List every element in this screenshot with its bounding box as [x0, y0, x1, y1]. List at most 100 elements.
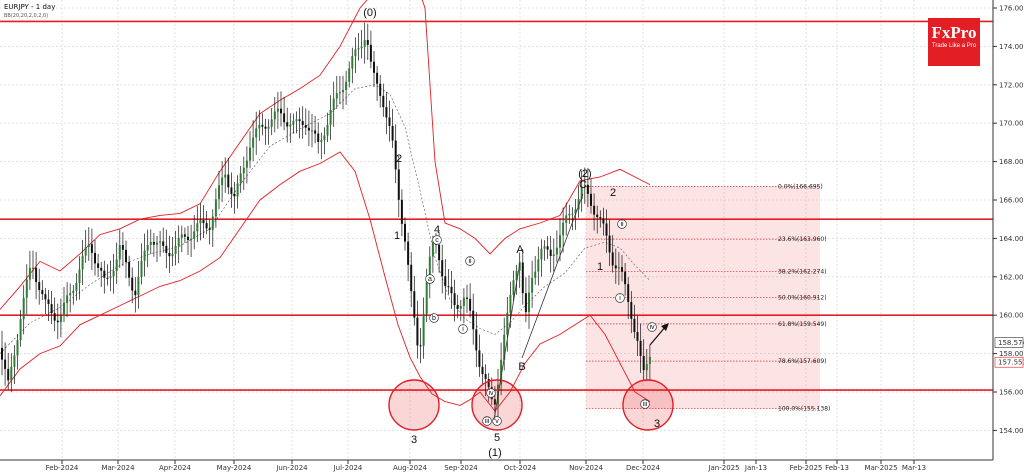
candle-body — [376, 72, 379, 84]
candle-body — [648, 356, 651, 364]
wave-label: (2) — [578, 168, 591, 180]
candle-body — [115, 259, 118, 272]
x-tick-label: Nov-2024 — [569, 464, 603, 472]
candle-body — [199, 220, 202, 224]
candle-body — [121, 245, 124, 250]
candle-body — [146, 244, 149, 251]
candle-body — [41, 290, 44, 295]
y-tick-label: 154.000 — [999, 427, 1024, 435]
candle-body — [32, 267, 34, 269]
candle-body — [75, 282, 78, 291]
candle-body — [518, 262, 521, 271]
candle-body — [593, 205, 596, 215]
candle-body — [180, 234, 183, 238]
candle-body — [559, 235, 561, 248]
candle-body — [531, 277, 534, 293]
wave-circle-marker — [486, 388, 496, 398]
price-label-box — [994, 337, 1024, 348]
target-circles — [388, 379, 674, 431]
candle-body — [307, 127, 310, 131]
candle-body — [38, 282, 41, 291]
wave-label: (1) — [488, 447, 501, 459]
candle-body — [72, 290, 75, 294]
candle-body — [221, 177, 224, 186]
candle-body — [586, 184, 589, 194]
y-tick-label: 174.000 — [999, 43, 1024, 51]
candle-body — [599, 217, 602, 219]
candle-body — [289, 124, 292, 127]
candle-body — [261, 124, 264, 127]
candle-body — [614, 265, 617, 269]
candle-body — [171, 253, 174, 257]
candle-body — [59, 315, 62, 323]
candle-body — [379, 83, 382, 96]
candle-body — [190, 238, 193, 241]
candle-body — [187, 236, 189, 241]
candle-body — [633, 318, 636, 333]
candle-body — [193, 231, 196, 239]
wave-circle-label: a — [428, 276, 432, 283]
candle-body — [239, 173, 242, 184]
wave-line — [493, 261, 521, 421]
fib-label: 78.6%(157.609) — [778, 358, 827, 365]
candle-body — [97, 263, 100, 268]
candle-body — [466, 297, 468, 299]
candle-body — [562, 222, 565, 236]
wave-label: 2 — [610, 187, 616, 199]
candle-body — [534, 271, 537, 278]
candle-body — [13, 355, 16, 367]
candle-body — [317, 133, 320, 142]
candle-body — [574, 209, 577, 214]
wave-circle-label: c — [435, 237, 439, 244]
candle-body — [521, 262, 524, 294]
candle-body — [391, 125, 394, 141]
wave-circle-marker — [647, 322, 657, 332]
wave-circle-label: i — [462, 326, 464, 333]
fib-label: 38.2%(162.274) — [778, 269, 827, 276]
candle-body — [214, 199, 217, 217]
candle-body — [528, 292, 530, 313]
candle-body — [438, 244, 441, 261]
candle-body — [230, 187, 233, 194]
candle-body — [245, 160, 248, 168]
candle-body — [159, 241, 162, 243]
wave-circle-marker — [482, 416, 492, 426]
x-tick-label: Feb-13 — [825, 464, 849, 472]
candle-body — [602, 218, 605, 224]
x-tick-label: Mar-13 — [902, 464, 926, 472]
candle-body — [419, 345, 422, 347]
candle-body — [69, 293, 72, 296]
candle-body — [565, 215, 568, 223]
wave-circle-label: iv — [649, 324, 655, 331]
candle-body — [385, 107, 388, 118]
candle-body — [500, 359, 503, 385]
candle-body — [444, 276, 447, 287]
candle-body — [286, 122, 289, 127]
candle-body — [50, 304, 53, 314]
logo-brand: FxPro — [931, 23, 977, 42]
wave-circle-marker — [615, 293, 625, 303]
fib-label: 50.0%(160.912) — [778, 295, 827, 302]
candle-body — [329, 110, 332, 125]
y-tick-label: 172.000 — [999, 81, 1024, 89]
candle-body — [87, 244, 90, 248]
candle-body — [16, 340, 19, 356]
symbol-label: EURJPY - 1 day — [4, 3, 55, 11]
candle-body — [267, 126, 270, 129]
candle-body — [469, 298, 472, 311]
fib-label: 100.0%(155.138) — [778, 406, 830, 413]
y-tick-label: 162.000 — [999, 273, 1024, 281]
wave-circle-marker — [429, 313, 439, 323]
candle-body — [357, 48, 360, 50]
candle-body — [264, 126, 267, 129]
y-tick-label: 164.000 — [999, 235, 1024, 243]
candle-body — [342, 89, 344, 93]
wave-label: B — [518, 361, 525, 373]
candle-body — [611, 252, 614, 266]
y-axis: 176.000 174.000 172.000 170.000 168.000 166.0… — [993, 5, 1024, 435]
wave-label: (0) — [363, 7, 376, 19]
price-label: 158.574 — [998, 339, 1024, 347]
x-tick-label: Jan-13 — [744, 464, 767, 472]
